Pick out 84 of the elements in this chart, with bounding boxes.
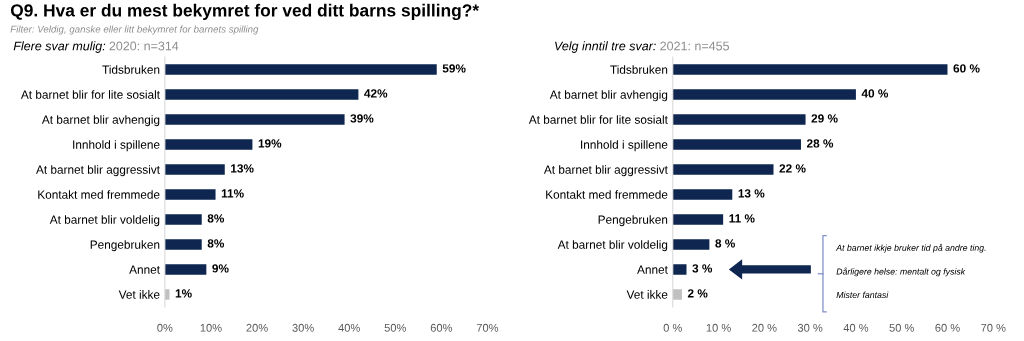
x-tick-label: 50% [384, 323, 406, 332]
data-label: 40 % [861, 89, 889, 98]
data-label: 1% [175, 289, 192, 298]
data-label: 39% [350, 114, 374, 123]
bar [672, 64, 948, 75]
bar [164, 214, 202, 225]
y-tick-label: At barnet blir aggressivt [543, 165, 668, 177]
data-label: 29 % [811, 114, 838, 123]
bar [164, 114, 345, 125]
y-tick-label: Pengebruken [598, 215, 668, 227]
bar [672, 264, 687, 275]
bar [672, 89, 856, 100]
bar [672, 214, 724, 225]
data-label: 59% [442, 64, 466, 73]
bar [164, 189, 216, 200]
data-label: 13 % [738, 189, 765, 198]
y-tick-label: At barnet blir for lite sosialt [20, 90, 160, 99]
data-label: 8% [207, 239, 225, 248]
y-tick-label: At barnet blir for lite sosialt [528, 115, 668, 124]
x-tick-label: 10 % [706, 323, 731, 332]
text: 2021: n=455 [660, 41, 730, 51]
y-tick-label: Innhold i spillene [73, 140, 160, 152]
bar [672, 114, 806, 125]
y-tick-label: Innhold i spillene [581, 140, 668, 152]
x-tick-label: 60 % [935, 323, 960, 332]
data-label: 8% [207, 214, 225, 223]
y-tick-label: Vet ikke [626, 290, 668, 299]
y-tick-label: Annet [637, 265, 668, 274]
x-tick-label: 20 % [752, 323, 777, 332]
bar [672, 189, 733, 200]
data-label: 2 % [687, 289, 708, 298]
bar [672, 239, 710, 250]
x-tick-label: 60% [430, 323, 453, 332]
x-tick-label: 30 % [797, 323, 823, 332]
bar [164, 239, 202, 250]
bar [164, 89, 359, 100]
x-tick-label: 70 % [981, 323, 1006, 332]
data-label: 19% [258, 139, 282, 148]
annotation: At barnet ikkje bruker tid på andre ting. [835, 243, 986, 253]
y-tick-label: At barnet blir avhengig [549, 90, 668, 102]
x-tick-label: 40% [338, 323, 360, 332]
data-label: 28 % [806, 139, 834, 148]
data-label: 42% [364, 89, 388, 98]
data-label: 60 % [953, 64, 980, 73]
y-tick-label: Tidsbruken [610, 65, 668, 74]
chart-subtitle: Filter: Veldig, ganske eller litt bekymret for barnets spilling [10, 25, 259, 35]
y-tick-label: At barnet blir voldelig [557, 240, 668, 252]
bar [164, 139, 253, 150]
data-label: 22 % [779, 164, 806, 173]
annotation: Dårligere helse: mentalt og fysisk [836, 267, 966, 277]
text: 2020: n=314 [109, 41, 179, 51]
data-label: 13% [231, 164, 254, 173]
bar [164, 64, 437, 75]
x-tick-label: 50 % [889, 323, 914, 332]
x-tick-label: 0 % [663, 323, 682, 332]
x-tick-label: 0% [157, 323, 173, 332]
text: Velg inntil tre svar: [555, 41, 656, 53]
x-tick-label: 40 % [843, 323, 869, 332]
y-tick-label: Tidsbruken [102, 65, 160, 74]
bar [164, 164, 225, 175]
chart-title: Q9. Hva er du mest bekymret for ved ditt barns spilling?* [10, 3, 480, 21]
y-tick-label: At barnet blir aggressivt [36, 165, 160, 177]
y-tick-label: Annet [129, 265, 160, 274]
x-tick-label: 20% [246, 323, 268, 332]
x-tick-label: 70% [476, 323, 499, 332]
data-label: 9% [212, 264, 229, 273]
y-tick-label: Pengebruken [90, 240, 160, 252]
annotation: Mister fantasi [836, 291, 889, 298]
x-tick-label: 10% [200, 323, 222, 332]
data-label: 3 % [692, 264, 713, 273]
bar [672, 164, 774, 175]
bar [164, 264, 207, 275]
text: Flere svar mulig: [13, 41, 106, 53]
y-tick-label: Kontakt med fremmede [546, 190, 668, 199]
y-tick-label: Kontakt med fremmede [38, 190, 160, 199]
x-tick-label: 30% [292, 323, 314, 332]
bar [672, 289, 682, 300]
bar [672, 139, 801, 150]
data-label: 11% [221, 189, 244, 198]
y-tick-label: At barnet blir avhengig [41, 115, 160, 127]
y-tick-label: Vet ikke [118, 290, 160, 299]
data-label: 8 % [715, 239, 735, 248]
y-tick-label: At barnet blir voldelig [49, 215, 160, 227]
data-label: 11 % [729, 214, 755, 223]
